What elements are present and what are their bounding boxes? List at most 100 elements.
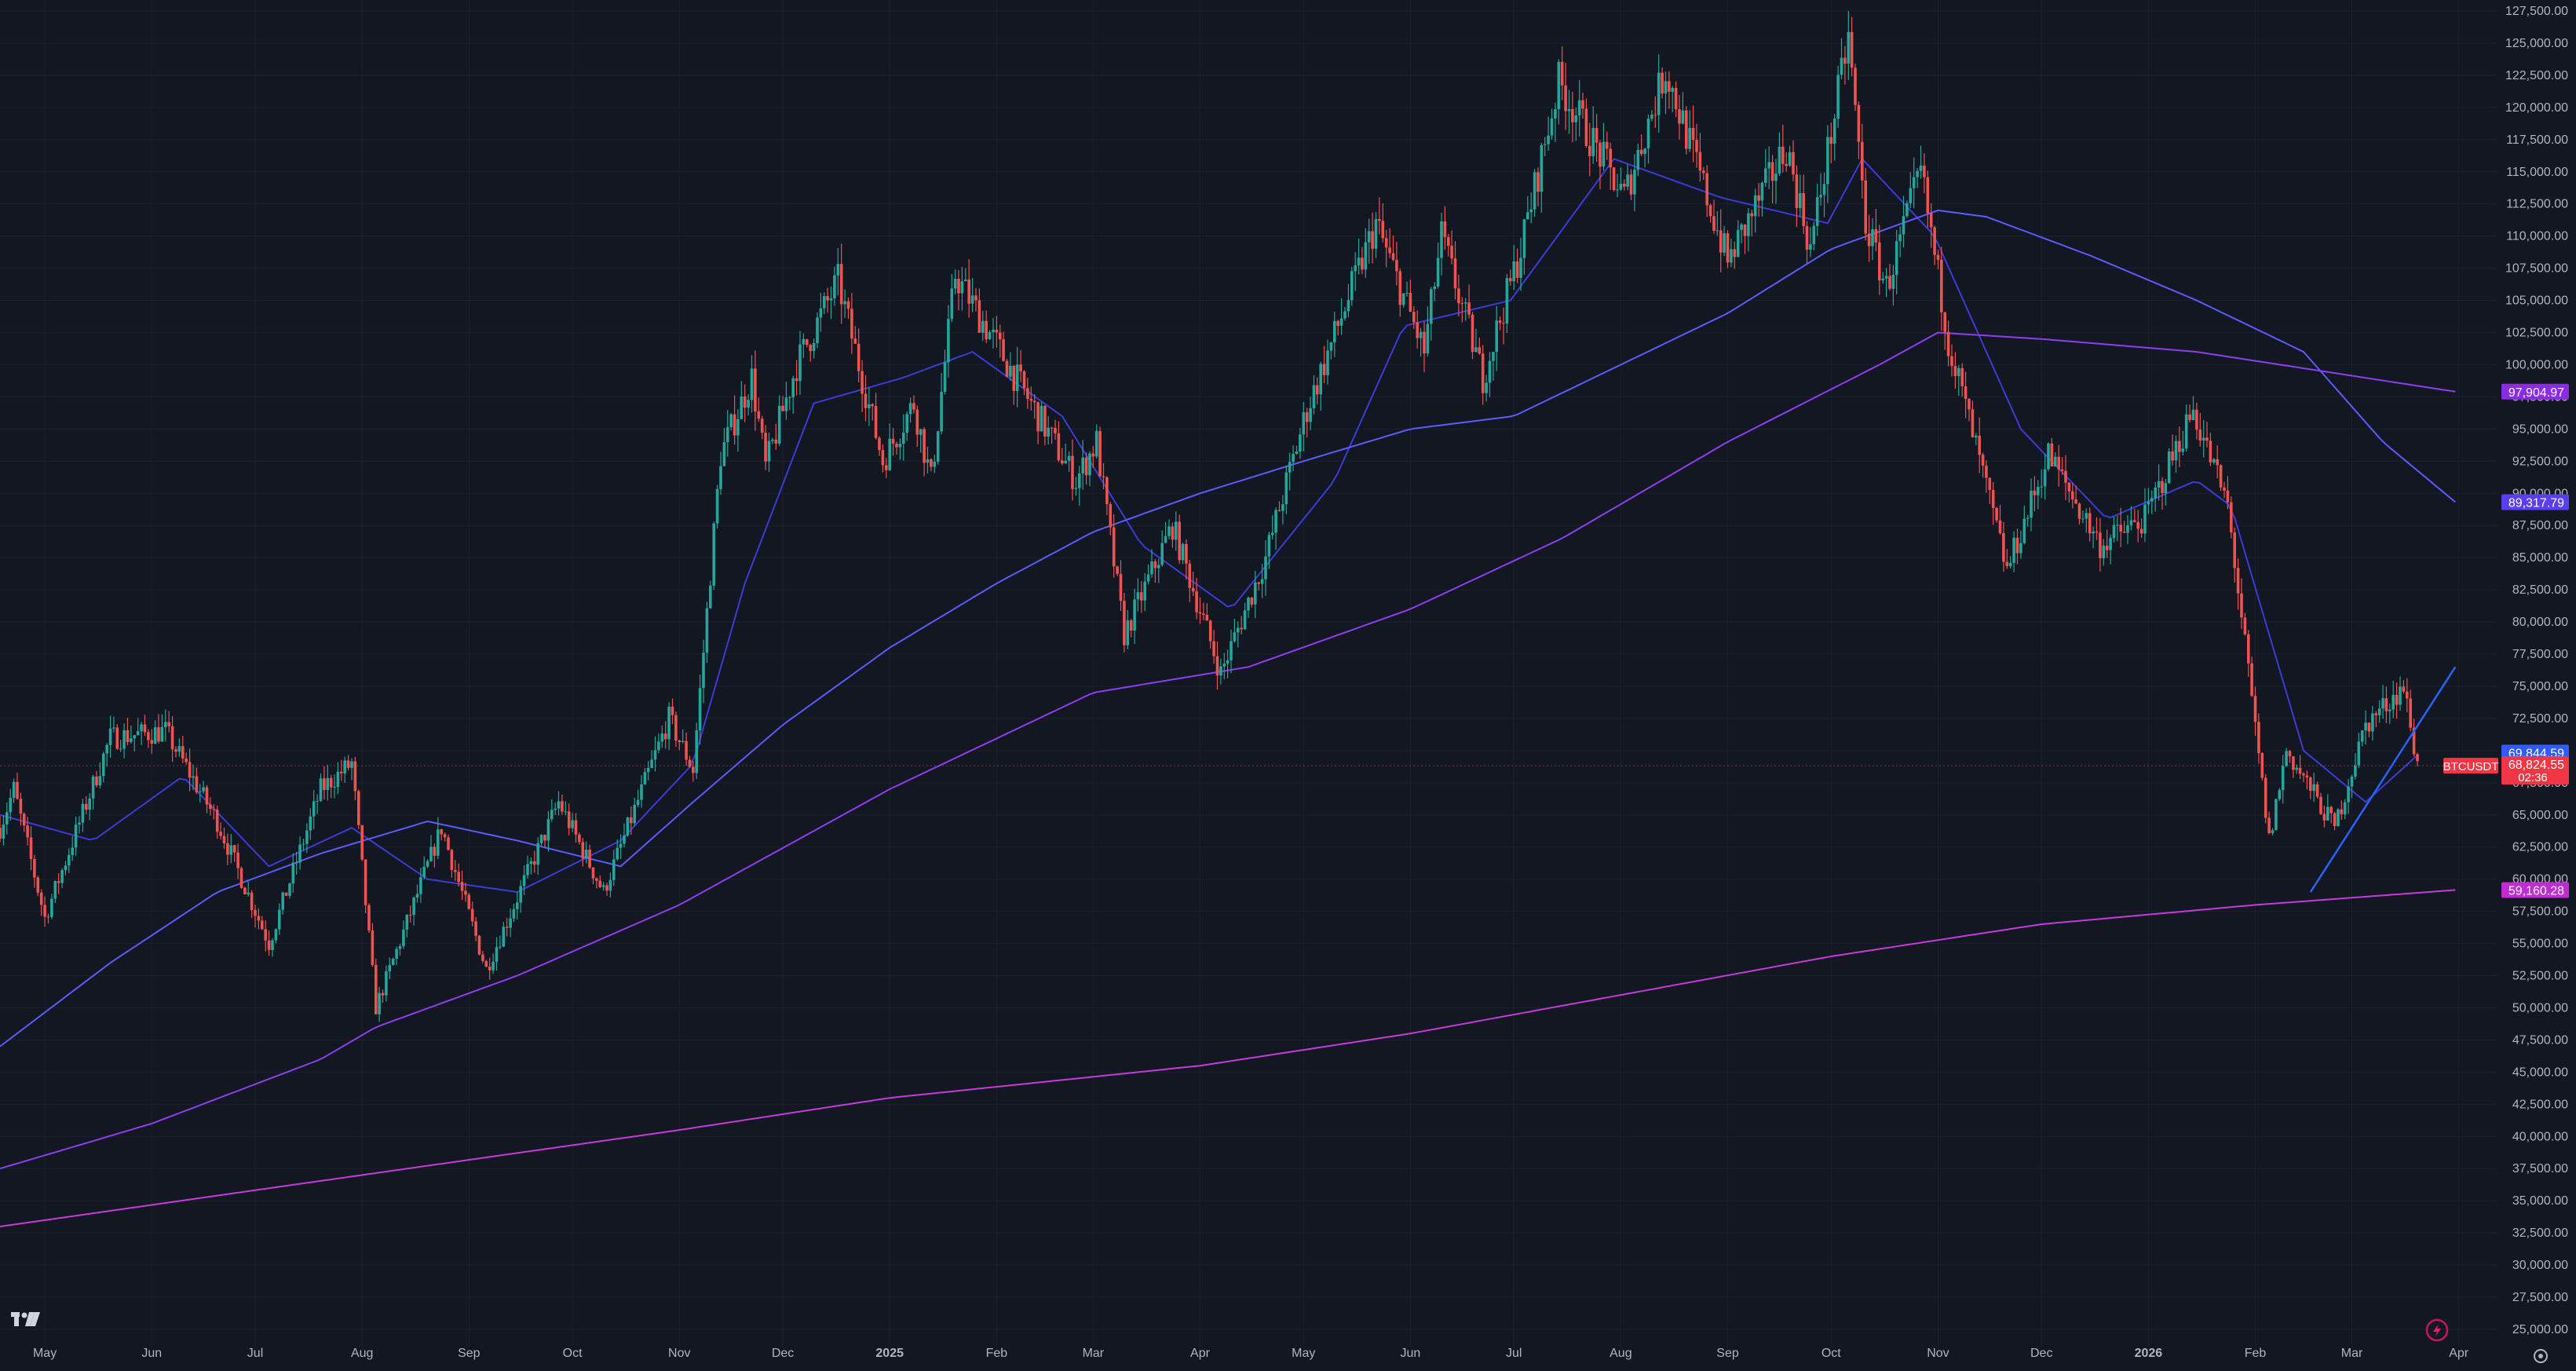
- candle-body: [1547, 135, 1550, 144]
- candle-body: [1381, 221, 1385, 239]
- candle-body: [740, 396, 744, 419]
- candle-body: [1695, 140, 1698, 152]
- candle-body: [419, 877, 422, 894]
- candle-body: [660, 733, 664, 742]
- candle-body: [1850, 31, 1854, 68]
- y-tick-label: 82,500.00: [2512, 583, 2568, 597]
- candle-body: [1726, 233, 1730, 263]
- candle-body: [2195, 409, 2198, 430]
- y-tick-label: 80,000.00: [2512, 616, 2568, 629]
- candle-body: [943, 362, 947, 393]
- candle-body: [1243, 610, 1247, 630]
- candle-body: [1433, 286, 1436, 290]
- candle-body: [2257, 722, 2260, 754]
- candle-body: [1861, 141, 1864, 181]
- candle-body: [1778, 146, 1781, 174]
- candle-body: [1678, 109, 1681, 124]
- candle-body: [350, 761, 353, 768]
- candle-body: [1202, 613, 1205, 615]
- candle-body: [2109, 538, 2112, 550]
- candle-body: [640, 784, 643, 800]
- trendline[interactable]: [2309, 666, 2457, 893]
- candle-body: [1906, 203, 1909, 217]
- settings-icon[interactable]: [2534, 1349, 2548, 1363]
- candle-body: [2212, 459, 2216, 462]
- x-tick-label: Jul: [247, 1347, 263, 1360]
- y-tick-label: 102,500.00: [2505, 327, 2568, 340]
- candle-body: [1584, 108, 1588, 146]
- candle-body: [2395, 695, 2399, 705]
- candle-body: [1912, 177, 1916, 188]
- candle-body: [1591, 127, 1595, 156]
- candle-body: [1902, 216, 1906, 235]
- candle-body: [2133, 520, 2136, 522]
- candle-body: [412, 898, 415, 916]
- candle-body: [1619, 184, 1623, 190]
- price-axis[interactable]: 25,000.00 27,500.00 30,000.00 32,500.00 35,0…: [2505, 5, 2568, 1336]
- candle-body: [112, 727, 115, 729]
- candle-body: [908, 403, 912, 415]
- candle-body: [2230, 502, 2233, 533]
- candle-body: [823, 296, 826, 309]
- candle-body: [1333, 320, 1336, 342]
- candle-body: [608, 879, 612, 891]
- candle-body: [281, 892, 284, 910]
- candle-body: [115, 727, 119, 749]
- candle-body: [1674, 88, 1678, 109]
- candle-body: [0, 828, 2, 839]
- candle-body: [2054, 456, 2057, 466]
- candle-body: [2119, 525, 2122, 532]
- candle-body: [2122, 532, 2126, 533]
- trendline-layer[interactable]: [2309, 666, 2457, 893]
- candle-body: [153, 727, 157, 744]
- symbol-tag-label: BTCUSDT: [2443, 760, 2499, 773]
- candle-body: [1616, 189, 1619, 191]
- candle-body: [1336, 320, 1339, 326]
- candle-body: [71, 847, 74, 855]
- candle-body: [1681, 110, 1685, 124]
- candle-body: [1957, 367, 1960, 376]
- candle-body: [2333, 813, 2337, 827]
- candle-body: [2081, 518, 2085, 520]
- candle-body: [1105, 477, 1109, 505]
- candles: [0, 10, 2497, 1022]
- candle-body: [774, 439, 778, 444]
- candle-body: [2026, 517, 2030, 519]
- lightning-icon[interactable]: [2425, 1318, 2449, 1342]
- candle-body: [960, 281, 964, 294]
- candle-body: [2071, 491, 2074, 499]
- candle-body: [323, 778, 326, 790]
- candle-body: [433, 846, 437, 856]
- y-tick-label: 117,500.00: [2506, 133, 2568, 147]
- symbol-tag: [2443, 758, 2498, 774]
- candle-body: [33, 859, 36, 878]
- candle-body: [1812, 225, 1816, 244]
- candle-body: [43, 905, 46, 917]
- candle-body: [1146, 574, 1150, 582]
- candle-body: [1423, 331, 1426, 354]
- candle-body: [1799, 192, 1802, 208]
- candle-body: [784, 397, 788, 411]
- candle-body: [2216, 459, 2219, 466]
- candle-body: [312, 801, 316, 817]
- candle-body: [408, 914, 412, 916]
- candle-body: [2223, 487, 2226, 491]
- tradingview-logo[interactable]: [11, 1312, 40, 1326]
- candle-body: [836, 264, 840, 276]
- time-axis[interactable]: May Jun Jul Aug Sep Oct Nov Dec 2025 Feb Mar Apr May…: [33, 1347, 2469, 1360]
- candle-body: [2085, 513, 2088, 519]
- tv-logo-dot: [21, 1312, 27, 1318]
- candle-body: [1091, 453, 1095, 457]
- candle-body: [1774, 174, 1778, 181]
- candle-body: [1219, 666, 1222, 676]
- candle-body: [557, 801, 561, 809]
- candle-body: [1923, 165, 1926, 177]
- candle-body: [771, 439, 774, 441]
- candle-body: [502, 927, 506, 947]
- candle-body: [1864, 180, 1867, 234]
- candle-body: [2243, 617, 2247, 634]
- candle-body: [678, 740, 681, 743]
- y-tick-label: 25,000.00: [2512, 1323, 2568, 1336]
- candle-body: [581, 842, 585, 859]
